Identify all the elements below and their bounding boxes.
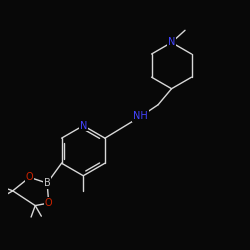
Text: B: B [44,178,51,188]
Text: N: N [168,38,175,48]
Text: NH: NH [133,111,148,121]
Text: N: N [80,121,87,131]
Text: O: O [45,198,52,208]
Text: O: O [26,172,33,182]
